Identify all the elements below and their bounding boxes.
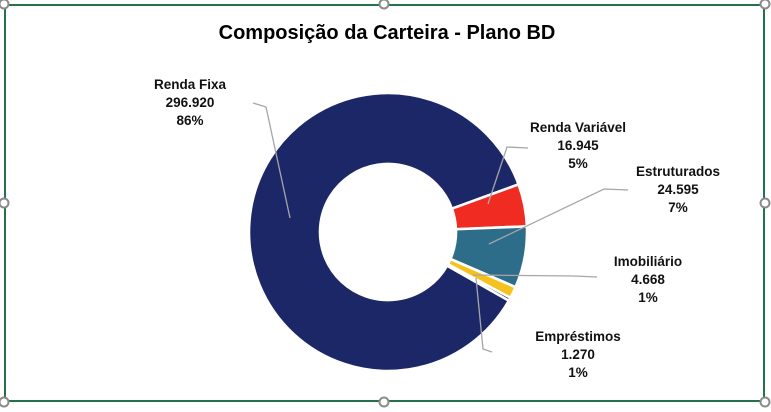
slice-percent: 7% (668, 200, 688, 215)
slice-value: 296.920 (165, 95, 215, 110)
leader-line-imobiliario (472, 274, 598, 278)
data-label-emprestimos[interactable]: Empréstimos 1.270 1% (535, 328, 621, 382)
data-label-renda-fixa[interactable]: Renda Fixa 296.920 86% (154, 76, 226, 130)
selection-handle-bottom-middle[interactable] (378, 396, 390, 408)
data-label-estruturados[interactable]: Estruturados 24.595 7% (636, 163, 720, 217)
selection-handle-top-right[interactable] (759, 0, 771, 10)
leader-line-emprestimos (475, 277, 493, 353)
donut-slice-renda-fixa[interactable] (247, 91, 520, 373)
slice-label: Estruturados (635, 164, 721, 179)
data-label-renda-variavel[interactable]: Renda Variável 16.945 5% (530, 119, 626, 173)
selection-handle-bottom-left[interactable] (0, 396, 10, 408)
selection-handle-bottom-right[interactable] (759, 396, 771, 408)
selection-handle-top-left[interactable] (0, 0, 10, 10)
slice-label: Renda Variável (529, 120, 627, 135)
slice-value: 24.595 (657, 182, 699, 197)
selection-handle-right-middle[interactable] (759, 197, 771, 209)
slice-percent: 5% (568, 156, 588, 171)
leader-line-renda-variavel (487, 146, 529, 205)
leader-line-renda-fixa (252, 102, 291, 219)
slice-percent: 86% (176, 113, 204, 128)
slice-value: 4.668 (631, 272, 665, 287)
selection-handle-left-middle[interactable] (0, 197, 10, 209)
donut-slice-emprestimos[interactable] (445, 262, 512, 302)
selection-handle-top-middle[interactable] (378, 0, 390, 10)
slice-value: 1.270 (561, 347, 595, 362)
chart-title[interactable]: Composição da Carteira - Plano BD (218, 22, 556, 44)
data-label-imobiliario[interactable]: Imobiliário 4.668 1% (614, 253, 682, 307)
slice-value: 16.945 (557, 138, 599, 153)
slice-label: Imobiliário (613, 254, 683, 269)
slice-label: Empréstimos (535, 329, 621, 344)
slice-percent: 1% (638, 290, 658, 305)
leader-line-estruturados (488, 188, 629, 245)
slice-label: Renda Fixa (153, 77, 227, 92)
slice-percent: 1% (568, 365, 588, 380)
